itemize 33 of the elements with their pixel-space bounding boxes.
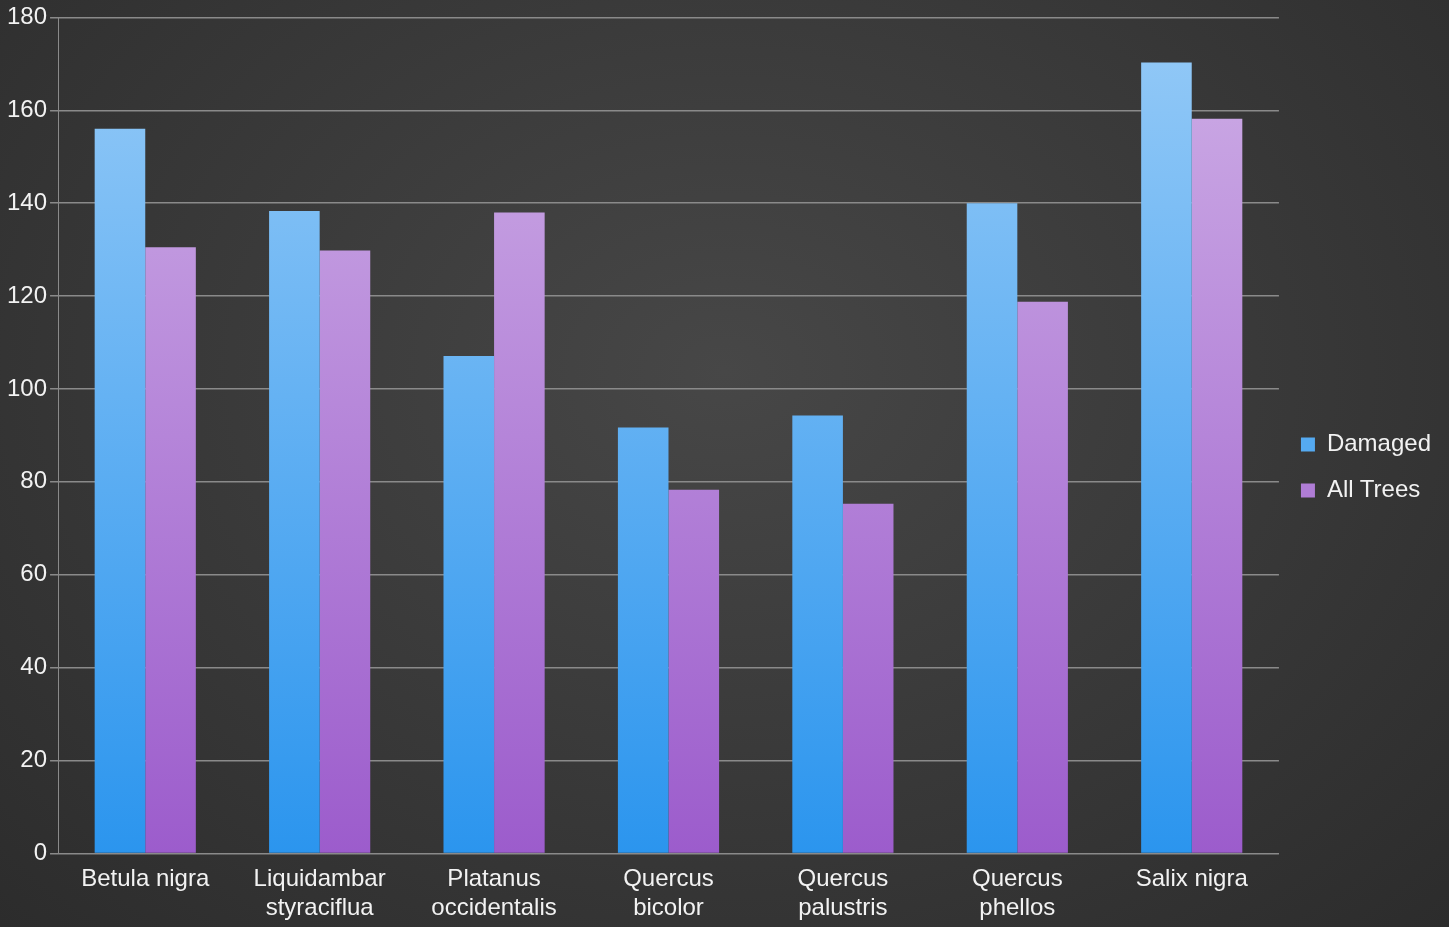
x-tick-label: Platanus occidentalis (431, 864, 557, 921)
bar (145, 247, 196, 853)
bar (319, 250, 371, 853)
legend-label: All Trees (1326, 475, 1421, 503)
bar (443, 355, 495, 853)
bar (842, 503, 894, 853)
bar (668, 489, 720, 853)
y-tick-label: 20 (20, 745, 48, 773)
y-tick-label: 160 (7, 94, 48, 122)
y-tick-label: 140 (7, 187, 48, 215)
bar (1141, 62, 1192, 853)
bar (1191, 118, 1243, 853)
y-tick-label: 100 (7, 373, 48, 401)
bar (617, 427, 669, 853)
legend-label: Damaged (1326, 429, 1431, 457)
y-tick-label: 120 (7, 280, 48, 308)
bar (966, 203, 1018, 853)
bar (1017, 301, 1068, 853)
y-tick-label: 0 (33, 838, 48, 866)
x-tick-label: Quercus phellos (971, 864, 1063, 921)
x-tick-label: Quercus palustris (797, 864, 889, 921)
x-tick-label: Liquidambar styraciflua (253, 864, 386, 921)
y-tick-label: 60 (20, 559, 48, 587)
x-tick-label: Betula nigra (81, 864, 210, 892)
x-tick-label: Quercus bicolor (623, 864, 714, 921)
bar (494, 212, 545, 853)
y-tick-label: 40 (20, 652, 48, 680)
bar (94, 128, 146, 853)
x-tick-label: Salix nigra (1135, 864, 1249, 892)
y-tick-label: 180 (7, 2, 48, 30)
bar (792, 415, 843, 853)
bar (269, 211, 320, 853)
y-tick-label: 80 (20, 466, 48, 494)
